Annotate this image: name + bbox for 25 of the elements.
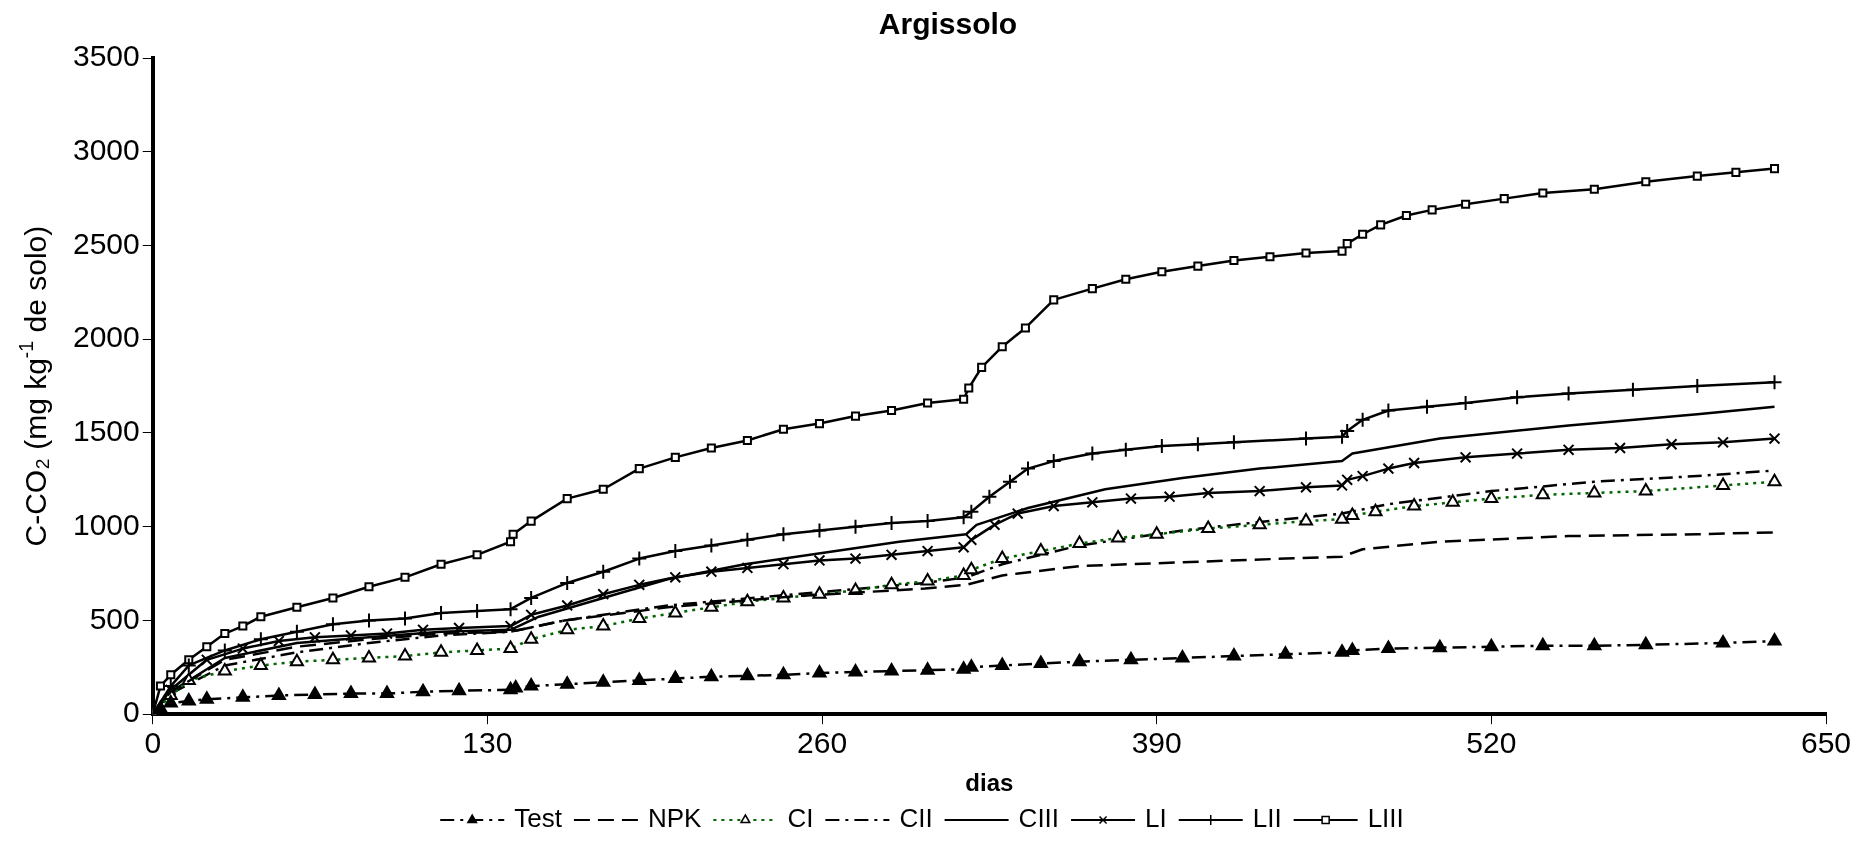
y-axis-title: C-CO₂ (mg kg-1 de solo) bbox=[14, 225, 53, 547]
chart-title: Argissolo bbox=[878, 7, 1018, 41]
y-tick-label: 500 bbox=[89, 601, 140, 635]
y-tick-label: 1500 bbox=[72, 414, 140, 448]
x-tick-label: 390 bbox=[1131, 726, 1182, 760]
x-tick-label: 650 bbox=[1800, 726, 1852, 760]
x-axis-title: dias bbox=[965, 769, 1014, 797]
legend-label: LII bbox=[1252, 803, 1282, 834]
y-tick-label: 3000 bbox=[72, 133, 140, 167]
x-tick-label: 130 bbox=[462, 726, 513, 760]
x-tick-label: 520 bbox=[1466, 726, 1517, 760]
x-tick-label: 0 bbox=[144, 726, 162, 760]
legend-label: Test bbox=[514, 803, 563, 834]
y-tick-label: 3500 bbox=[72, 39, 140, 73]
legend-label: CI bbox=[787, 803, 814, 834]
legend-label: CII bbox=[899, 803, 933, 834]
legend-label: NPK bbox=[647, 803, 703, 834]
legend-label: CIII bbox=[1018, 803, 1060, 834]
y-tick-label: 1000 bbox=[72, 507, 140, 541]
legend-label: LIII bbox=[1367, 803, 1404, 834]
y-tick-label: 2500 bbox=[72, 226, 140, 260]
y-tick-label: 0 bbox=[123, 695, 140, 729]
y-tick-label: 2000 bbox=[72, 320, 140, 354]
legend-label: LI bbox=[1145, 803, 1167, 834]
x-tick-label: 260 bbox=[797, 726, 848, 760]
